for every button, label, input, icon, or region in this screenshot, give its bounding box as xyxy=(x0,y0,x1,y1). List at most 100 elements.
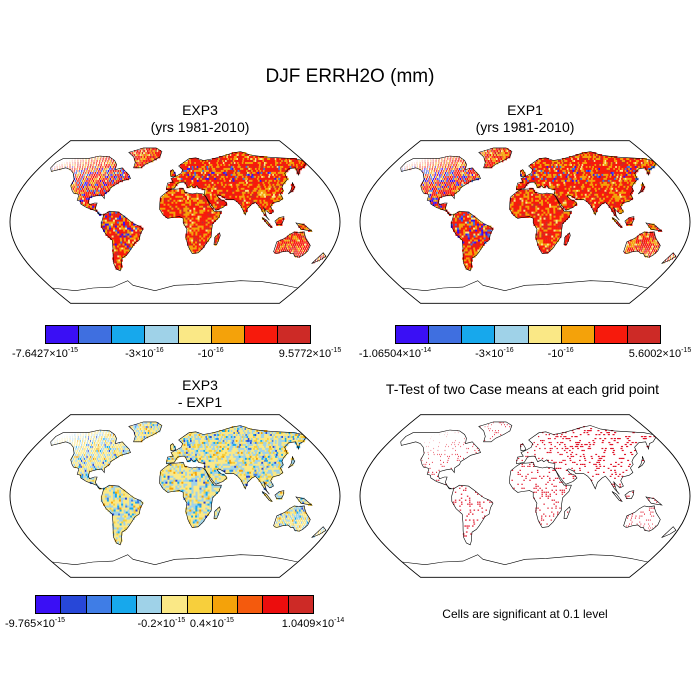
grid-cell xyxy=(226,183,230,187)
grid-cell xyxy=(89,179,91,183)
grid-cell xyxy=(135,227,138,230)
grid-cell xyxy=(94,203,97,207)
grid-cell xyxy=(206,201,210,205)
grid-cell xyxy=(237,181,240,185)
grid-cell xyxy=(467,179,470,183)
grid-cell xyxy=(262,181,266,185)
grid-cell xyxy=(573,187,577,191)
grid-cell xyxy=(578,154,582,157)
grid-cell xyxy=(276,197,280,201)
grid-cell xyxy=(619,185,623,189)
grid-cell xyxy=(127,247,130,250)
grid-cell xyxy=(441,181,444,185)
grid-cell xyxy=(113,177,115,181)
grid-cell xyxy=(107,183,109,187)
grid-cell xyxy=(215,237,218,240)
grid-cell xyxy=(141,154,143,157)
grid-cell xyxy=(574,171,578,175)
grid-cell xyxy=(560,163,564,167)
grid-cell xyxy=(241,185,245,189)
grid-cell xyxy=(542,173,545,177)
grid-cell xyxy=(302,237,305,240)
grid-cell xyxy=(243,167,247,171)
grid-cell xyxy=(442,169,444,173)
grid-cell xyxy=(144,158,146,161)
grid-cell xyxy=(212,203,216,207)
grid-cell xyxy=(278,221,281,224)
grid-cell xyxy=(209,229,212,232)
grid-cell xyxy=(564,169,567,173)
grid-cell xyxy=(78,175,80,179)
grid-cell xyxy=(273,175,277,179)
grid-cell xyxy=(163,195,166,199)
grid-cell xyxy=(234,185,238,189)
grid-cell xyxy=(570,160,574,163)
grid-cell xyxy=(255,183,259,187)
grid-cell xyxy=(197,233,200,236)
grid-cell xyxy=(209,171,212,175)
grid-cell xyxy=(230,173,234,177)
grid-cell xyxy=(196,195,199,199)
grid-cell xyxy=(428,183,430,187)
grid-cell xyxy=(196,243,199,246)
grid-cell xyxy=(206,167,210,171)
grid-cell xyxy=(120,225,124,228)
grid-cell xyxy=(234,158,238,161)
grid-cell xyxy=(563,161,566,165)
grid-cell xyxy=(440,189,443,193)
grid-cell xyxy=(205,221,208,224)
grid-cell xyxy=(190,169,193,173)
grid-cell xyxy=(594,187,598,191)
grid-cell xyxy=(120,221,124,224)
grid-cell xyxy=(206,197,209,201)
grid-cell xyxy=(119,237,123,240)
grid-cell xyxy=(136,165,138,169)
grid-cell xyxy=(538,167,541,171)
grid-cell xyxy=(558,175,562,179)
grid-cell xyxy=(296,243,299,246)
grid-cell xyxy=(197,161,200,165)
grid-cell xyxy=(124,241,127,244)
grid-cell xyxy=(452,161,454,165)
grid-cell xyxy=(129,235,132,238)
grid-cell xyxy=(282,243,285,246)
coastline-newGuinea xyxy=(295,222,313,232)
colorbar-label-exponent: -16 xyxy=(153,347,164,354)
grid-cell xyxy=(212,185,215,189)
grid-cell xyxy=(446,187,449,191)
grid-cell xyxy=(284,237,287,240)
grid-cell xyxy=(619,181,623,185)
grid-cell xyxy=(435,165,436,169)
grid-cell xyxy=(261,209,264,212)
grid-cell xyxy=(108,179,111,183)
grid-cell xyxy=(276,171,280,175)
grid-cell xyxy=(210,163,214,167)
grid-cell xyxy=(156,154,158,157)
grid-cell xyxy=(622,173,626,177)
grid-cell xyxy=(435,183,437,187)
grid-cell xyxy=(227,179,231,183)
grid-cell xyxy=(82,169,84,173)
grid-cell xyxy=(110,167,112,171)
grid-cell xyxy=(184,175,187,179)
grid-cell xyxy=(581,167,585,171)
grid-cell xyxy=(252,171,256,175)
grid-cell xyxy=(458,167,460,171)
grid-cell xyxy=(193,225,196,228)
grid-cell xyxy=(84,197,86,201)
grid-cell xyxy=(449,173,451,177)
grid-cell xyxy=(266,197,270,201)
grid-cell xyxy=(227,165,231,169)
grid-cell xyxy=(196,177,199,181)
grid-cell xyxy=(195,207,198,211)
grid-cell xyxy=(614,177,618,181)
grid-cell xyxy=(572,187,575,191)
grid-cell xyxy=(195,167,198,171)
grid-cell xyxy=(277,189,281,193)
grid-cell xyxy=(253,173,257,177)
grid-cell xyxy=(539,177,542,181)
grid-cell xyxy=(222,158,226,161)
grid-cell xyxy=(95,181,97,185)
grid-cell xyxy=(123,217,126,220)
grid-cell xyxy=(301,241,303,244)
